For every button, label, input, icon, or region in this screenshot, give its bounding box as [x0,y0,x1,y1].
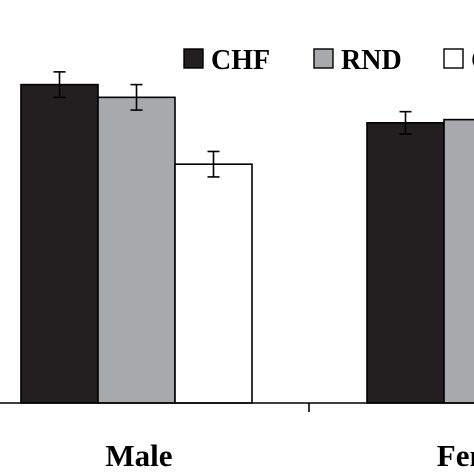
legend-label-cr: CR [471,45,474,76]
bar-chf-male [20,83,99,404]
bar-cr-male [174,163,253,404]
legend-swatch-cr [443,48,464,69]
bars-group [20,71,474,404]
legend: CHF RND CR [183,45,474,76]
category-label-female: Female [437,438,474,473]
legend-label-rnd: RND [341,45,402,76]
legend-swatch-chf [183,48,204,69]
bar-chf-female [366,122,445,404]
legend-swatch-rnd [313,48,334,69]
category-label-male: Male [105,438,172,473]
bar-rnd-female [443,118,474,404]
bar-rnd-male [97,96,176,404]
category-labels: Male Female [105,438,474,473]
axes-group [0,402,474,412]
legend-label-chf: CHF [211,45,270,76]
